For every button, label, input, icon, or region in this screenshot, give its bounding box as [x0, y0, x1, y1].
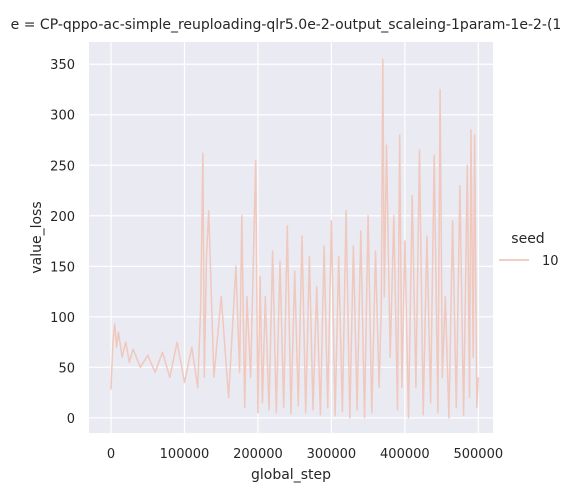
y-tick-label: 0 — [67, 412, 75, 427]
x-tick-label: 200000 — [233, 447, 283, 462]
x-tick-label: 0 — [107, 447, 115, 462]
y-axis-ticks: 0 50 100 150 200 250 300 350 — [50, 58, 75, 427]
y-tick-label: 300 — [50, 109, 75, 124]
y-tick-label: 50 — [58, 361, 75, 376]
legend-title: seed — [511, 231, 544, 247]
y-tick-label: 200 — [50, 210, 75, 225]
x-tick-label: 500000 — [453, 447, 503, 462]
x-tick-label: 100000 — [160, 447, 210, 462]
plot-title: e = CP-qppo-ac-simple_reuploading-qlr5.0… — [11, 17, 562, 33]
y-tick-label: 250 — [50, 159, 75, 174]
y-axis-title: value_loss — [29, 201, 45, 273]
legend: seed 10 — [499, 231, 559, 269]
x-tick-label: 400000 — [380, 447, 430, 462]
series-layer — [110, 58, 480, 419]
y-tick-label: 150 — [50, 260, 75, 275]
y-tick-label: 350 — [50, 58, 75, 73]
series-line-10 — [110, 58, 480, 419]
x-tick-label: 300000 — [307, 447, 357, 462]
legend-label-10: 10 — [542, 254, 559, 269]
x-axis-ticks: 0 100000 200000 300000 400000 500000 — [107, 447, 503, 462]
x-axis-title: global_step — [251, 467, 331, 483]
y-tick-label: 100 — [50, 311, 75, 326]
